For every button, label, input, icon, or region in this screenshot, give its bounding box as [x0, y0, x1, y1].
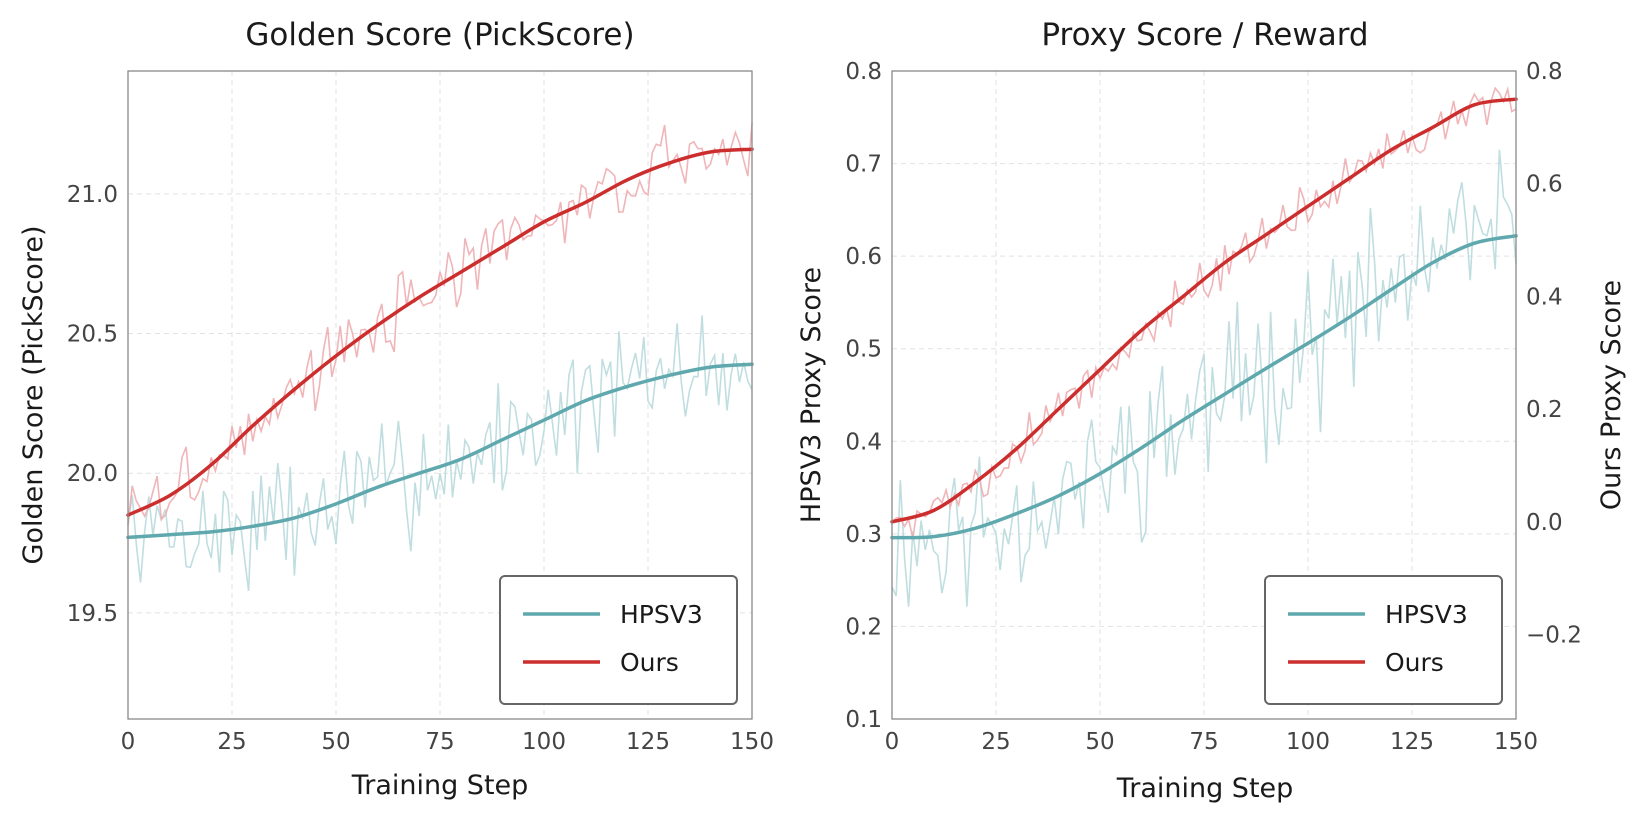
y-tick-label: 0.3 [845, 522, 882, 548]
raw-series-hpsv3 [891, 149, 1517, 607]
series-line-hpsv3 [890, 234, 1518, 540]
x-tick-label: 100 [522, 729, 566, 755]
y-tick-label: 0.7 [845, 152, 882, 178]
y-tick-label-right: 0.2 [1526, 397, 1563, 423]
x-tick-label: 125 [1390, 729, 1434, 755]
y-axis-ticks: 19.5 20.0 20.5 21.0 [67, 182, 118, 627]
y-tick-label: 0.2 [845, 614, 882, 640]
x-tick-label: 125 [626, 729, 670, 755]
x-axis-ticks: 0 25 50 75 100 125 150 [121, 729, 774, 755]
legend: HPSV3 Ours [499, 575, 738, 705]
smooth-series-group [890, 97, 1518, 540]
legend-label-hpsv3: HPSV3 [620, 600, 703, 629]
legend-box [1264, 575, 1503, 705]
plot-frame [127, 70, 753, 720]
x-axis-label: Training Step [351, 770, 529, 801]
y-tick-label-right: −0.2 [1526, 622, 1582, 648]
y-tick-label: 0.1 [845, 707, 882, 733]
x-tick-label: 0 [121, 729, 136, 755]
legend-label-ours: Ours [620, 648, 679, 677]
x-tick-label: 75 [425, 729, 454, 755]
legend-box [499, 575, 738, 705]
y-axis-ticks-left: 0.1 0.2 0.3 0.4 0.5 0.6 0.7 0.8 [845, 59, 882, 733]
series-line-ours [890, 97, 1518, 524]
y-axis-ticks-right: −0.2 0.0 0.2 0.4 0.6 0.8 [1526, 59, 1582, 648]
x-axis-label: Training Step [1116, 773, 1294, 804]
proxy-score-panel: Proxy Score / Reward 0 25 50 75 100 125 150 0.… [796, 17, 1627, 804]
chart-title: Proxy Score / Reward [1041, 17, 1368, 53]
legend: HPSV3 Ours [1264, 575, 1503, 705]
y-tick-label: 0.5 [845, 337, 882, 363]
legend-label-ours: Ours [1385, 648, 1444, 677]
plot-frame [891, 70, 1517, 720]
x-tick-label: 100 [1286, 729, 1330, 755]
y-tick-label-right: 0.0 [1526, 510, 1563, 536]
smooth-series-group [126, 147, 754, 540]
raw-series-group [891, 86, 1517, 607]
y-tick-label: 0.6 [845, 244, 882, 270]
raw-series-ours [891, 86, 1517, 539]
raw-series-ours [127, 122, 753, 525]
series-line-ours [126, 147, 754, 517]
y-tick-label-right: 0.6 [1526, 172, 1563, 198]
y-axis-label: Golden Score (PickScore) [18, 226, 49, 565]
raw-series-group [127, 122, 753, 591]
x-tick-label: 0 [885, 729, 900, 755]
golden-score-panel: Golden Score (PickScore) 0 25 50 75 100 125 15… [18, 17, 774, 801]
y-tick-label: 19.5 [67, 601, 118, 627]
y-tick-label: 20.0 [67, 461, 118, 487]
x-tick-label: 150 [730, 729, 774, 755]
y-tick-label: 20.5 [67, 322, 118, 348]
legend-label-hpsv3: HPSV3 [1385, 600, 1468, 629]
y-tick-label: 0.8 [845, 59, 882, 85]
x-tick-label: 50 [1085, 729, 1114, 755]
raw-series-hpsv3 [127, 315, 753, 591]
x-axis-ticks: 0 25 50 75 100 125 150 [885, 729, 1538, 755]
series-line-hpsv3 [126, 362, 754, 540]
y-tick-label: 21.0 [67, 182, 118, 208]
x-tick-label: 25 [217, 729, 246, 755]
y-tick-label-right: 0.8 [1526, 59, 1563, 85]
x-tick-label: 25 [981, 729, 1010, 755]
x-tick-label: 75 [1189, 729, 1218, 755]
y-tick-label: 0.4 [845, 429, 882, 455]
x-tick-label: 50 [321, 729, 350, 755]
y-axis-label-right: Ours Proxy Score [1596, 280, 1627, 510]
y-tick-label-right: 0.4 [1526, 284, 1563, 310]
chart-title: Golden Score (PickScore) [245, 17, 634, 53]
x-tick-label: 150 [1494, 729, 1538, 755]
y-axis-label-left: HPSV3 Proxy Score [796, 267, 827, 523]
